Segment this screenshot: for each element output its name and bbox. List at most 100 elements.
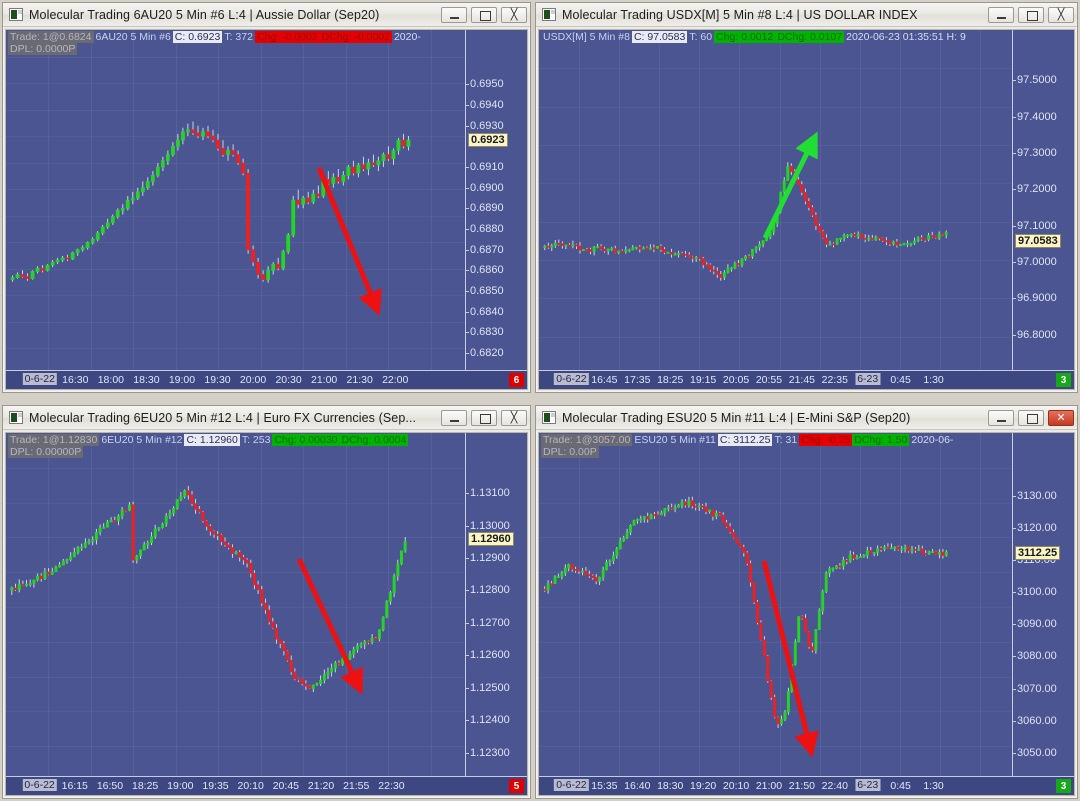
plot-region[interactable]: [539, 433, 1074, 795]
time-tick: 20:30: [275, 374, 302, 386]
time-axis[interactable]: 3 0-6-22 15:35 16:40 18:30 19:20 20:10 21:00 21…: [539, 776, 1074, 795]
time-tick: 0:45: [890, 780, 911, 792]
time-tick: 21:00: [310, 374, 338, 386]
price-tick: 0.6900: [466, 181, 504, 194]
chart-window-us-dollar-index[interactable]: Molecular Trading USDX[M] 5 Min #8 L:4 |…: [535, 2, 1078, 393]
time-tick: 18:25: [131, 780, 159, 792]
time-tick: 21:45: [788, 374, 816, 386]
timeframe-badge[interactable]: 6: [509, 373, 524, 387]
price-tick: 0.6850: [466, 285, 504, 297]
time-axis[interactable]: 5 0-6-22 16:15 16:50 18:25 19:00 19:35 20:10 20…: [6, 776, 527, 795]
price-axis[interactable]: 0.6950 0.6940 0.6930 0.6910 0.6900 0.6890 0.68…: [465, 30, 527, 389]
time-tick: 0-6-22: [554, 373, 589, 385]
app-icon: [542, 411, 556, 424]
time-tick: 16:50: [96, 780, 124, 792]
current-price-tag[interactable]: 97.0583: [1015, 233, 1061, 248]
time-tick: 21:20: [307, 780, 335, 792]
time-tick: 16:45: [591, 374, 618, 386]
chart-area[interactable]: Trade: 1@3057.00 ESU20 5 Min #11 C: 3112…: [538, 432, 1075, 796]
candlestick-series: [543, 496, 948, 728]
time-tick: 22:30: [378, 780, 405, 792]
time-tick: 6-23: [855, 779, 881, 791]
time-axis[interactable]: 3 0-6-22 16:45 17:35 18:25 19:15 20:05 20:55 21…: [539, 370, 1074, 389]
price-tick: 0.6860: [466, 264, 504, 277]
time-tick: 1:30: [923, 374, 944, 386]
minimize-button[interactable]: [988, 6, 1014, 23]
price-tick: 1.12600: [466, 649, 510, 662]
price-tick: 0.6880: [466, 223, 504, 235]
price-tick: 0.6870: [466, 243, 504, 256]
candlestick-series: [10, 485, 407, 693]
chart-area[interactable]: USDX[M] 5 Min #8 C: 97.0583 T: 60 Chg: 0…: [538, 29, 1075, 390]
window-title: Molecular Trading ESU20 5 Min #11 L:4 | …: [562, 410, 911, 425]
gridlines: [6, 30, 527, 389]
chart-window-aussie-dollar[interactable]: Molecular Trading 6AU20 5 Min #6 L:4 | A…: [2, 2, 531, 393]
time-tick: 19:15: [689, 374, 717, 386]
maximize-button[interactable]: [1018, 409, 1044, 426]
current-price-tag[interactable]: 0.6923: [468, 133, 508, 148]
price-tick: 3090.00: [1013, 618, 1057, 631]
close-button[interactable]: ╳: [501, 409, 527, 426]
price-tick: 96.9000: [1013, 292, 1057, 305]
close-button[interactable]: ╳: [1048, 6, 1074, 23]
close-button[interactable]: ╳: [501, 6, 527, 23]
time-tick: 16:30: [62, 374, 89, 386]
time-tick: 18:25: [657, 374, 684, 386]
time-tick: 19:00: [167, 780, 194, 792]
time-tick: 21:50: [788, 780, 816, 792]
chart-window-euro-fx[interactable]: Molecular Trading 6EU20 5 Min #12 L:4 | …: [2, 405, 531, 799]
price-tick: 1.13000: [466, 519, 510, 532]
price-axis[interactable]: 3130.00 3120.00 3110.00 3100.00 3090.00 3080.…: [1012, 433, 1074, 795]
time-tick: 19:20: [689, 780, 717, 792]
chart-area[interactable]: Trade: 1@0.6824 6AU20 5 Min #6 C: 0.6923…: [5, 29, 528, 390]
price-tick: 0.6840: [466, 305, 504, 318]
price-tick: 1.12400: [466, 714, 510, 727]
title-bar[interactable]: Molecular Trading ESU20 5 Min #11 L:4 | …: [536, 406, 1077, 430]
price-tick: 97.3000: [1013, 146, 1057, 159]
plot-region[interactable]: [6, 433, 527, 795]
timeframe-badge[interactable]: 5: [509, 779, 524, 793]
price-tick: 1.13100: [466, 487, 510, 500]
time-tick: 20:00: [239, 374, 267, 386]
minimize-button[interactable]: [988, 409, 1014, 426]
app-icon: [9, 411, 23, 424]
title-bar[interactable]: Molecular Trading 6AU20 5 Min #6 L:4 | A…: [3, 3, 530, 27]
time-tick: 0-6-22: [554, 779, 589, 791]
close-button[interactable]: ✕: [1048, 409, 1074, 426]
time-tick: 20:10: [237, 780, 264, 792]
plot-region[interactable]: [539, 30, 1074, 389]
price-axis[interactable]: 1.13100 1.13000 1.12900 1.12800 1.12700 1.126…: [465, 433, 527, 795]
price-tick: 0.6930: [466, 119, 504, 132]
current-price-tag[interactable]: 1.12960: [468, 531, 514, 546]
time-tick: 20:55: [755, 374, 783, 386]
time-tick: 22:35: [821, 374, 848, 386]
maximize-button[interactable]: [471, 6, 497, 23]
time-tick: 18:30: [657, 780, 684, 792]
title-bar[interactable]: Molecular Trading 6EU20 5 Min #12 L:4 | …: [3, 406, 530, 430]
price-tick: 1.12300: [466, 746, 510, 759]
price-tick: 3050.00: [1013, 746, 1057, 759]
time-tick: 0-6-22: [22, 373, 57, 385]
current-price-tag[interactable]: 3112.25: [1015, 546, 1061, 561]
price-tick: 1.12900: [466, 552, 510, 565]
chart-window-emini-sp[interactable]: Molecular Trading ESU20 5 Min #11 L:4 | …: [535, 405, 1078, 799]
timeframe-badge[interactable]: 3: [1056, 779, 1071, 793]
plot-region[interactable]: [6, 30, 527, 389]
price-tick: 3070.00: [1013, 682, 1057, 695]
time-tick: 19:30: [204, 374, 231, 386]
maximize-button[interactable]: [471, 409, 497, 426]
time-tick: 22:00: [382, 374, 409, 386]
time-axis[interactable]: 6 0-6-22 16:30 18:00 18:30 19:00 19:30 20:00 20…: [6, 370, 527, 389]
minimize-button[interactable]: [441, 6, 467, 23]
minimize-button[interactable]: [441, 409, 467, 426]
maximize-button[interactable]: [1018, 6, 1044, 23]
price-axis[interactable]: 97.5000 97.4000 97.3000 97.2000 97.1000 97.00…: [1012, 30, 1074, 389]
price-tick: 1.12700: [466, 616, 510, 629]
timeframe-badge[interactable]: 3: [1056, 373, 1071, 387]
time-tick: 0:45: [890, 374, 911, 386]
chart-area[interactable]: Trade: 1@1.12830 6EU20 5 Min #12 C: 1.12…: [5, 432, 528, 796]
time-tick: 15:35: [591, 780, 618, 792]
time-tick: 20:05: [722, 374, 750, 386]
title-bar[interactable]: Molecular Trading USDX[M] 5 Min #8 L:4 |…: [536, 3, 1077, 27]
